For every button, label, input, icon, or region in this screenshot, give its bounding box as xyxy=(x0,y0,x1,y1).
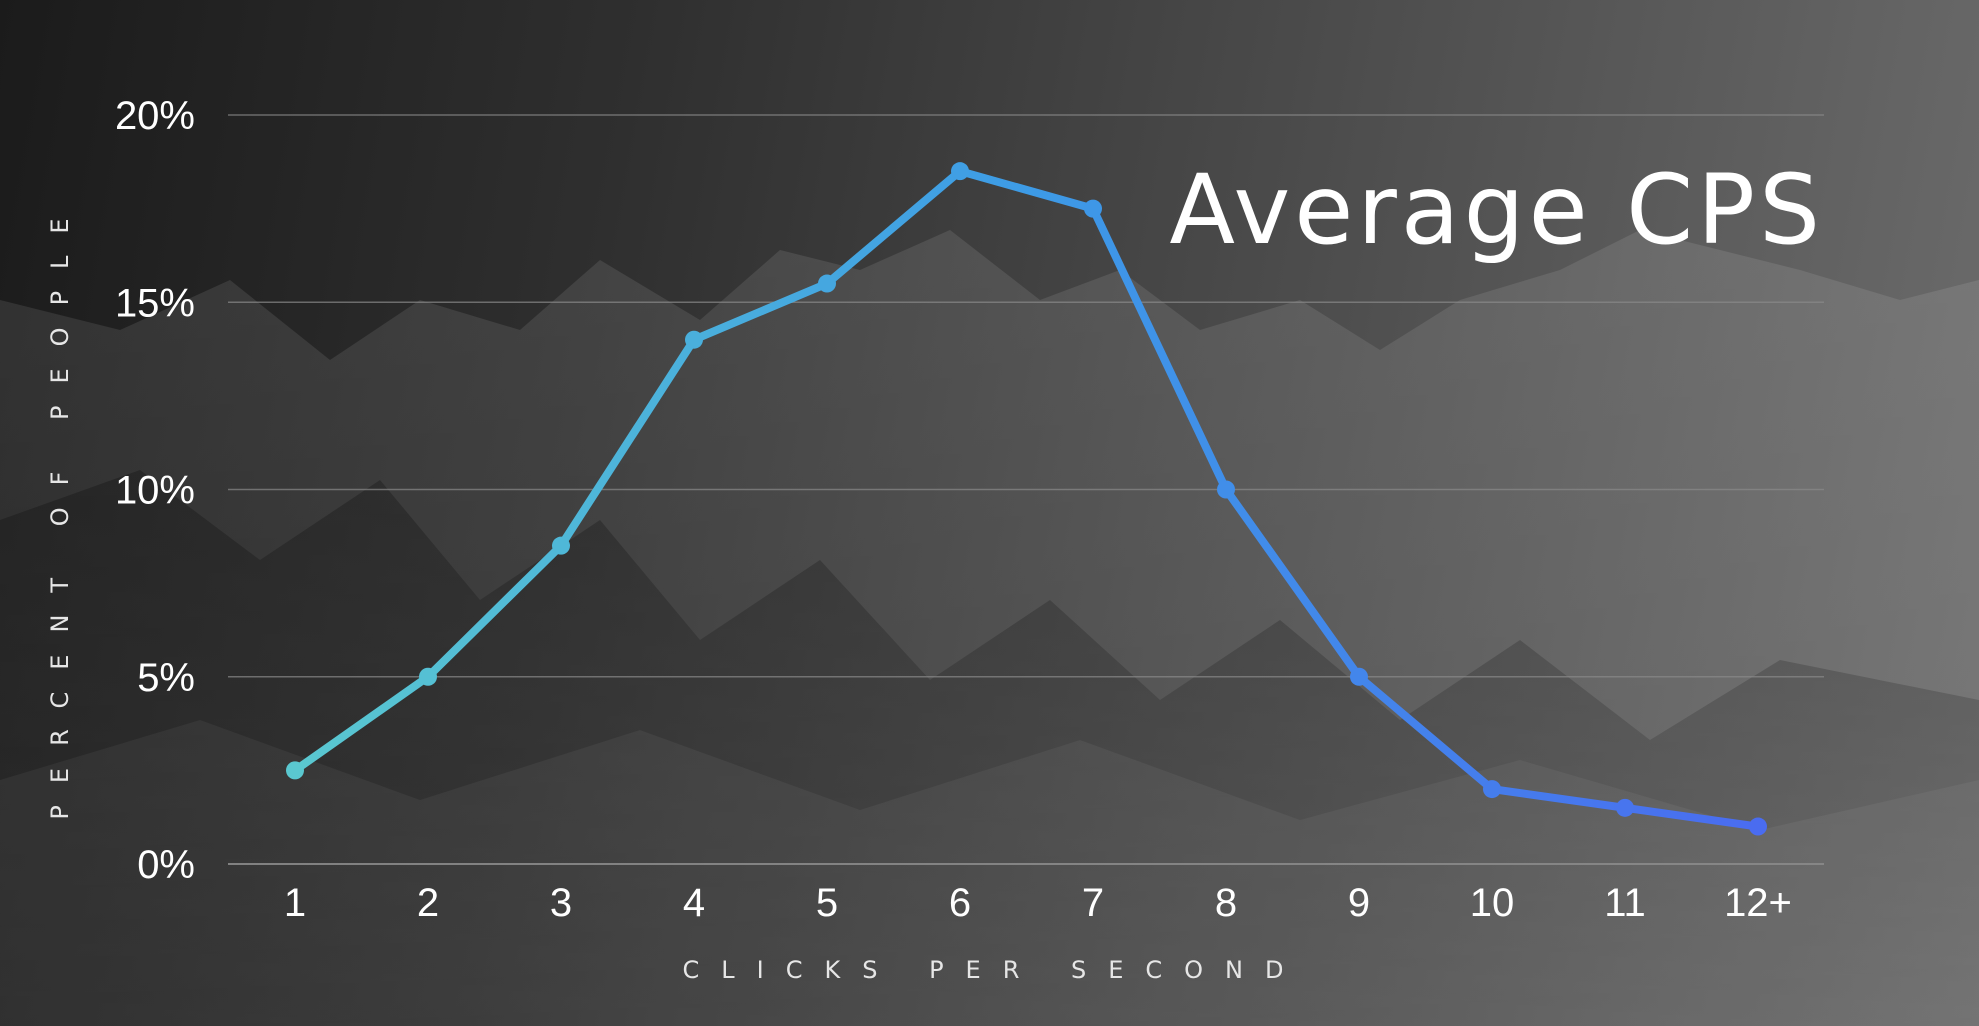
y-axis-ticks: 0% 5% 10% 15% 20% xyxy=(115,94,195,887)
x-tick-label: 5 xyxy=(816,881,838,925)
data-point xyxy=(419,667,437,686)
data-point xyxy=(1616,798,1634,817)
x-tick-label: 6 xyxy=(949,881,971,925)
x-tick-label: 3 xyxy=(550,881,572,925)
grid-lines xyxy=(228,114,1824,865)
data-point xyxy=(1483,780,1501,799)
y-tick-label: 0% xyxy=(137,843,195,887)
y-axis-title: PERCENT OF PEOPLE xyxy=(46,196,74,819)
x-tick-label: 7 xyxy=(1082,881,1104,925)
data-point xyxy=(1084,199,1102,218)
y-tick-label: 10% xyxy=(115,469,195,513)
x-axis-ticks: 1 2 3 4 5 6 7 8 9 10 11 12+ xyxy=(284,881,1792,925)
x-tick-label: 8 xyxy=(1215,881,1237,925)
data-point xyxy=(552,536,570,555)
data-point xyxy=(1217,480,1235,499)
x-tick-label: 2 xyxy=(417,881,439,925)
data-point xyxy=(286,761,304,780)
series-line xyxy=(291,167,1762,831)
x-tick-label: 11 xyxy=(1604,881,1646,925)
data-points xyxy=(286,162,1767,836)
x-tick-label: 12+ xyxy=(1724,881,1792,925)
y-tick-label: 5% xyxy=(137,656,195,700)
chart-title: Average CPS xyxy=(1169,154,1824,266)
data-point xyxy=(818,274,836,293)
x-tick-label: 1 xyxy=(284,881,306,925)
y-tick-label: 20% xyxy=(115,94,195,138)
data-point xyxy=(1350,667,1368,686)
x-tick-label: 9 xyxy=(1348,881,1370,925)
x-tick-label: 4 xyxy=(683,881,705,925)
y-tick-label: 15% xyxy=(115,281,195,325)
x-axis-title: CLICKS PER SECOND xyxy=(683,956,1306,984)
data-point xyxy=(685,330,703,349)
data-point xyxy=(1749,817,1767,836)
data-point xyxy=(951,162,969,181)
x-tick-label: 10 xyxy=(1470,881,1515,925)
